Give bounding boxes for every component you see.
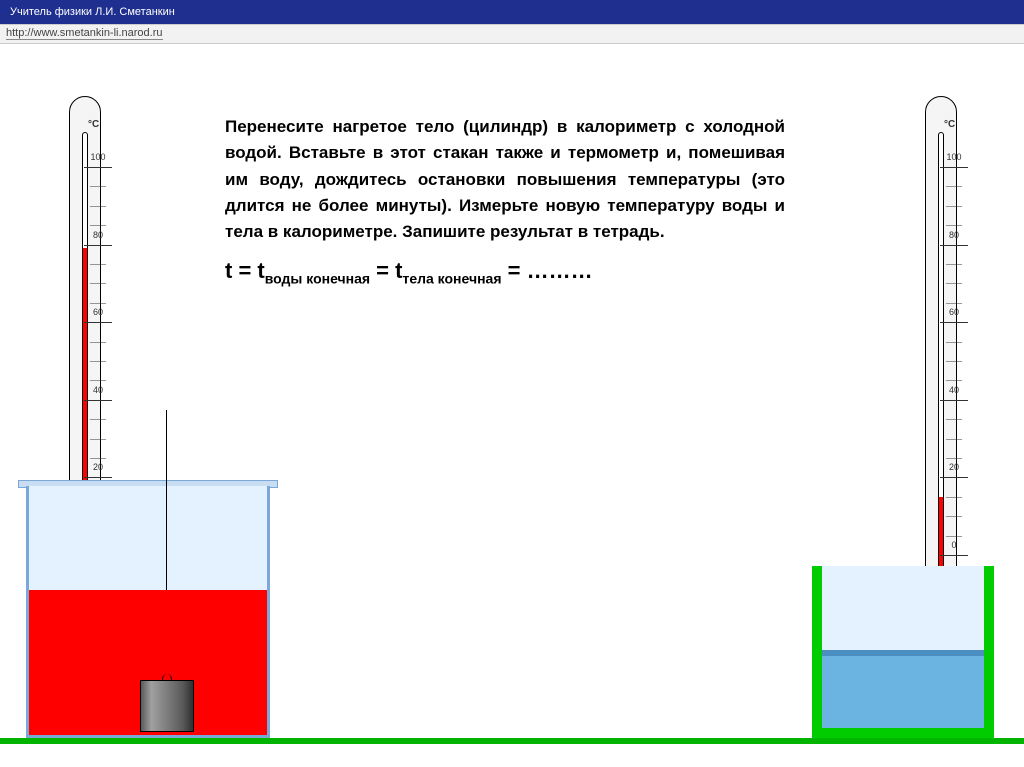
ground-line (0, 738, 1024, 744)
formula-sub2: тела конечная (402, 270, 501, 286)
url-bar: http://www.smetankin-li.narod.ru (0, 24, 1024, 44)
formula-tail: = ……… (502, 258, 593, 283)
instructions-block: Перенесите нагретое тело (цилиндр) в кал… (225, 114, 785, 286)
formula: t = tводы конечная = tтела конечная = ……… (225, 258, 785, 286)
cylinder-weight[interactable] (140, 680, 194, 732)
header-text: Учитель физики Л.И. Сметанкин (10, 6, 175, 18)
formula-t: t = t (225, 258, 265, 283)
instructions-text: Перенесите нагретое тело (цилиндр) в кал… (225, 114, 785, 246)
calorimeter[interactable] (812, 566, 994, 738)
formula-sub1: воды конечная (265, 270, 370, 286)
title-bar: Учитель физики Л.И. Сметанкин (0, 0, 1024, 24)
thermometer-scale-right: 100806040200 (940, 167, 968, 555)
formula-eq: = t (370, 258, 402, 283)
url-text: http://www.smetankin-li.narod.ru (6, 27, 163, 40)
calorimeter-water-surface (822, 650, 984, 656)
weight-wire (166, 410, 167, 590)
beaker-hot[interactable] (18, 458, 278, 738)
thermometer-unit-label: °C (88, 119, 99, 130)
calorimeter-water (822, 656, 984, 728)
slide-area: Перенесите нагретое тело (цилиндр) в кал… (0, 44, 1024, 744)
thermometer-unit-label: °C (944, 119, 955, 130)
